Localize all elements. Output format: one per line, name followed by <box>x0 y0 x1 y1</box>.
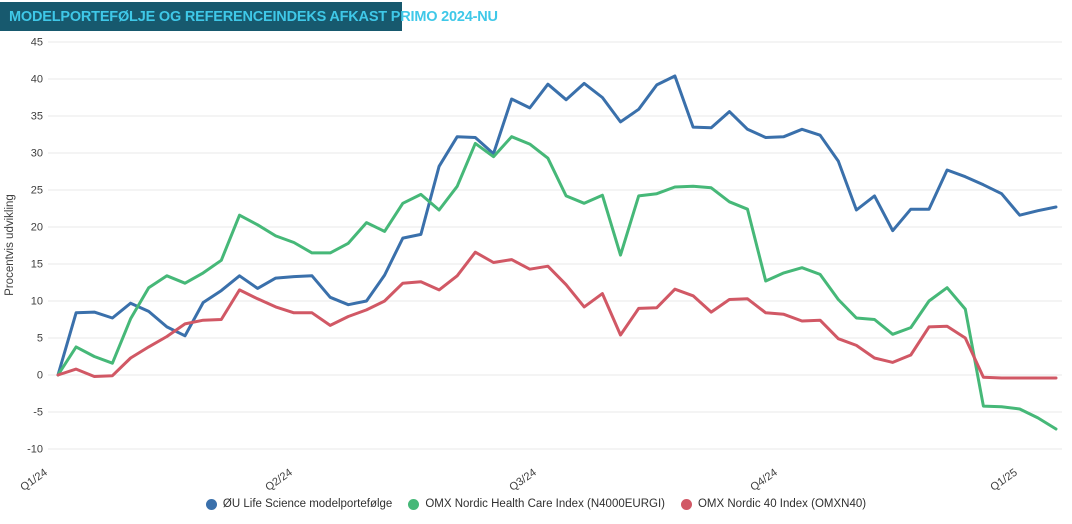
x-tick-label: Q4/24 <box>748 467 779 494</box>
series-line-2 <box>56 250 1058 380</box>
x-tick-label: Q1/25 <box>988 467 1019 494</box>
y-tick-label: 15 <box>31 259 43 271</box>
legend-dot-0 <box>205 498 217 510</box>
y-tick-label: 20 <box>31 222 43 234</box>
x-tick-label: Q1/24 <box>18 467 49 494</box>
legend-item-1[interactable]: OMX Nordic Health Care Index (N4000EURGI… <box>408 498 665 510</box>
y-axis-title: Procentvis udvikling <box>4 194 16 296</box>
y-tick-label: 30 <box>31 148 43 160</box>
chart-legend: ØU Life Science modelportefølge OMX Nordi… <box>0 498 1072 510</box>
chart-title: MODELPORTEFØLJE OG REFERENCEINDEKS AFKAS… <box>9 8 498 25</box>
x-tick-label: Q3/24 <box>507 467 538 494</box>
y-tick-label: 10 <box>31 296 43 308</box>
y-tick-label: 45 <box>31 37 43 49</box>
y-tick-label: 40 <box>31 74 43 86</box>
y-tick-label: 35 <box>31 111 43 123</box>
y-tick-label: 0 <box>37 370 43 382</box>
series-line-1 <box>56 135 1058 431</box>
legend-label-1: OMX Nordic Health Care Index (N4000EURGI… <box>425 498 665 510</box>
y-tick-label: 25 <box>31 185 43 197</box>
y-tick-label: 5 <box>37 333 43 345</box>
legend-item-2[interactable]: OMX Nordic 40 Index (OMXN40) <box>680 498 867 510</box>
legend-item-0[interactable]: ØU Life Science modelportefølge <box>205 498 393 510</box>
series-line-0 <box>56 74 1058 377</box>
legend-dot-2 <box>680 498 692 510</box>
legend-label-2: OMX Nordic 40 Index (OMXN40) <box>697 498 867 510</box>
y-tick-label: -10 <box>27 444 43 456</box>
legend-label-0: ØU Life Science modelportefølge <box>222 498 393 510</box>
chart-title-bar: MODELPORTEFØLJE OG REFERENCEINDEKS AFKAS… <box>0 2 498 31</box>
y-tick-label: -5 <box>33 407 43 419</box>
legend-dot-1 <box>408 498 420 510</box>
x-tick-label: Q2/24 <box>263 467 294 494</box>
